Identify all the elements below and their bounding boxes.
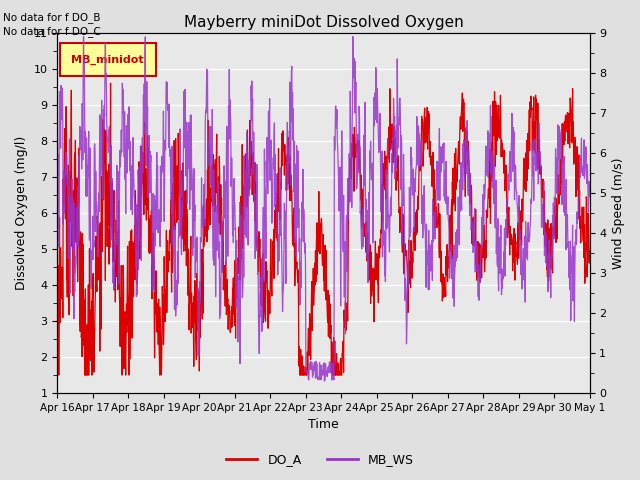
Y-axis label: Dissolved Oxygen (mg/l): Dissolved Oxygen (mg/l) — [15, 136, 28, 290]
Legend: DO_A, MB_WS: DO_A, MB_WS — [221, 448, 419, 471]
Text: No data for f DO_C: No data for f DO_C — [3, 26, 101, 37]
X-axis label: Time: Time — [308, 419, 339, 432]
Text: MB_minidot: MB_minidot — [71, 54, 143, 65]
Text: No data for f DO_B: No data for f DO_B — [3, 12, 100, 23]
Title: Mayberry miniDot Dissolved Oxygen: Mayberry miniDot Dissolved Oxygen — [184, 15, 463, 30]
FancyBboxPatch shape — [60, 43, 156, 76]
Y-axis label: Wind Speed (m/s): Wind Speed (m/s) — [612, 157, 625, 269]
